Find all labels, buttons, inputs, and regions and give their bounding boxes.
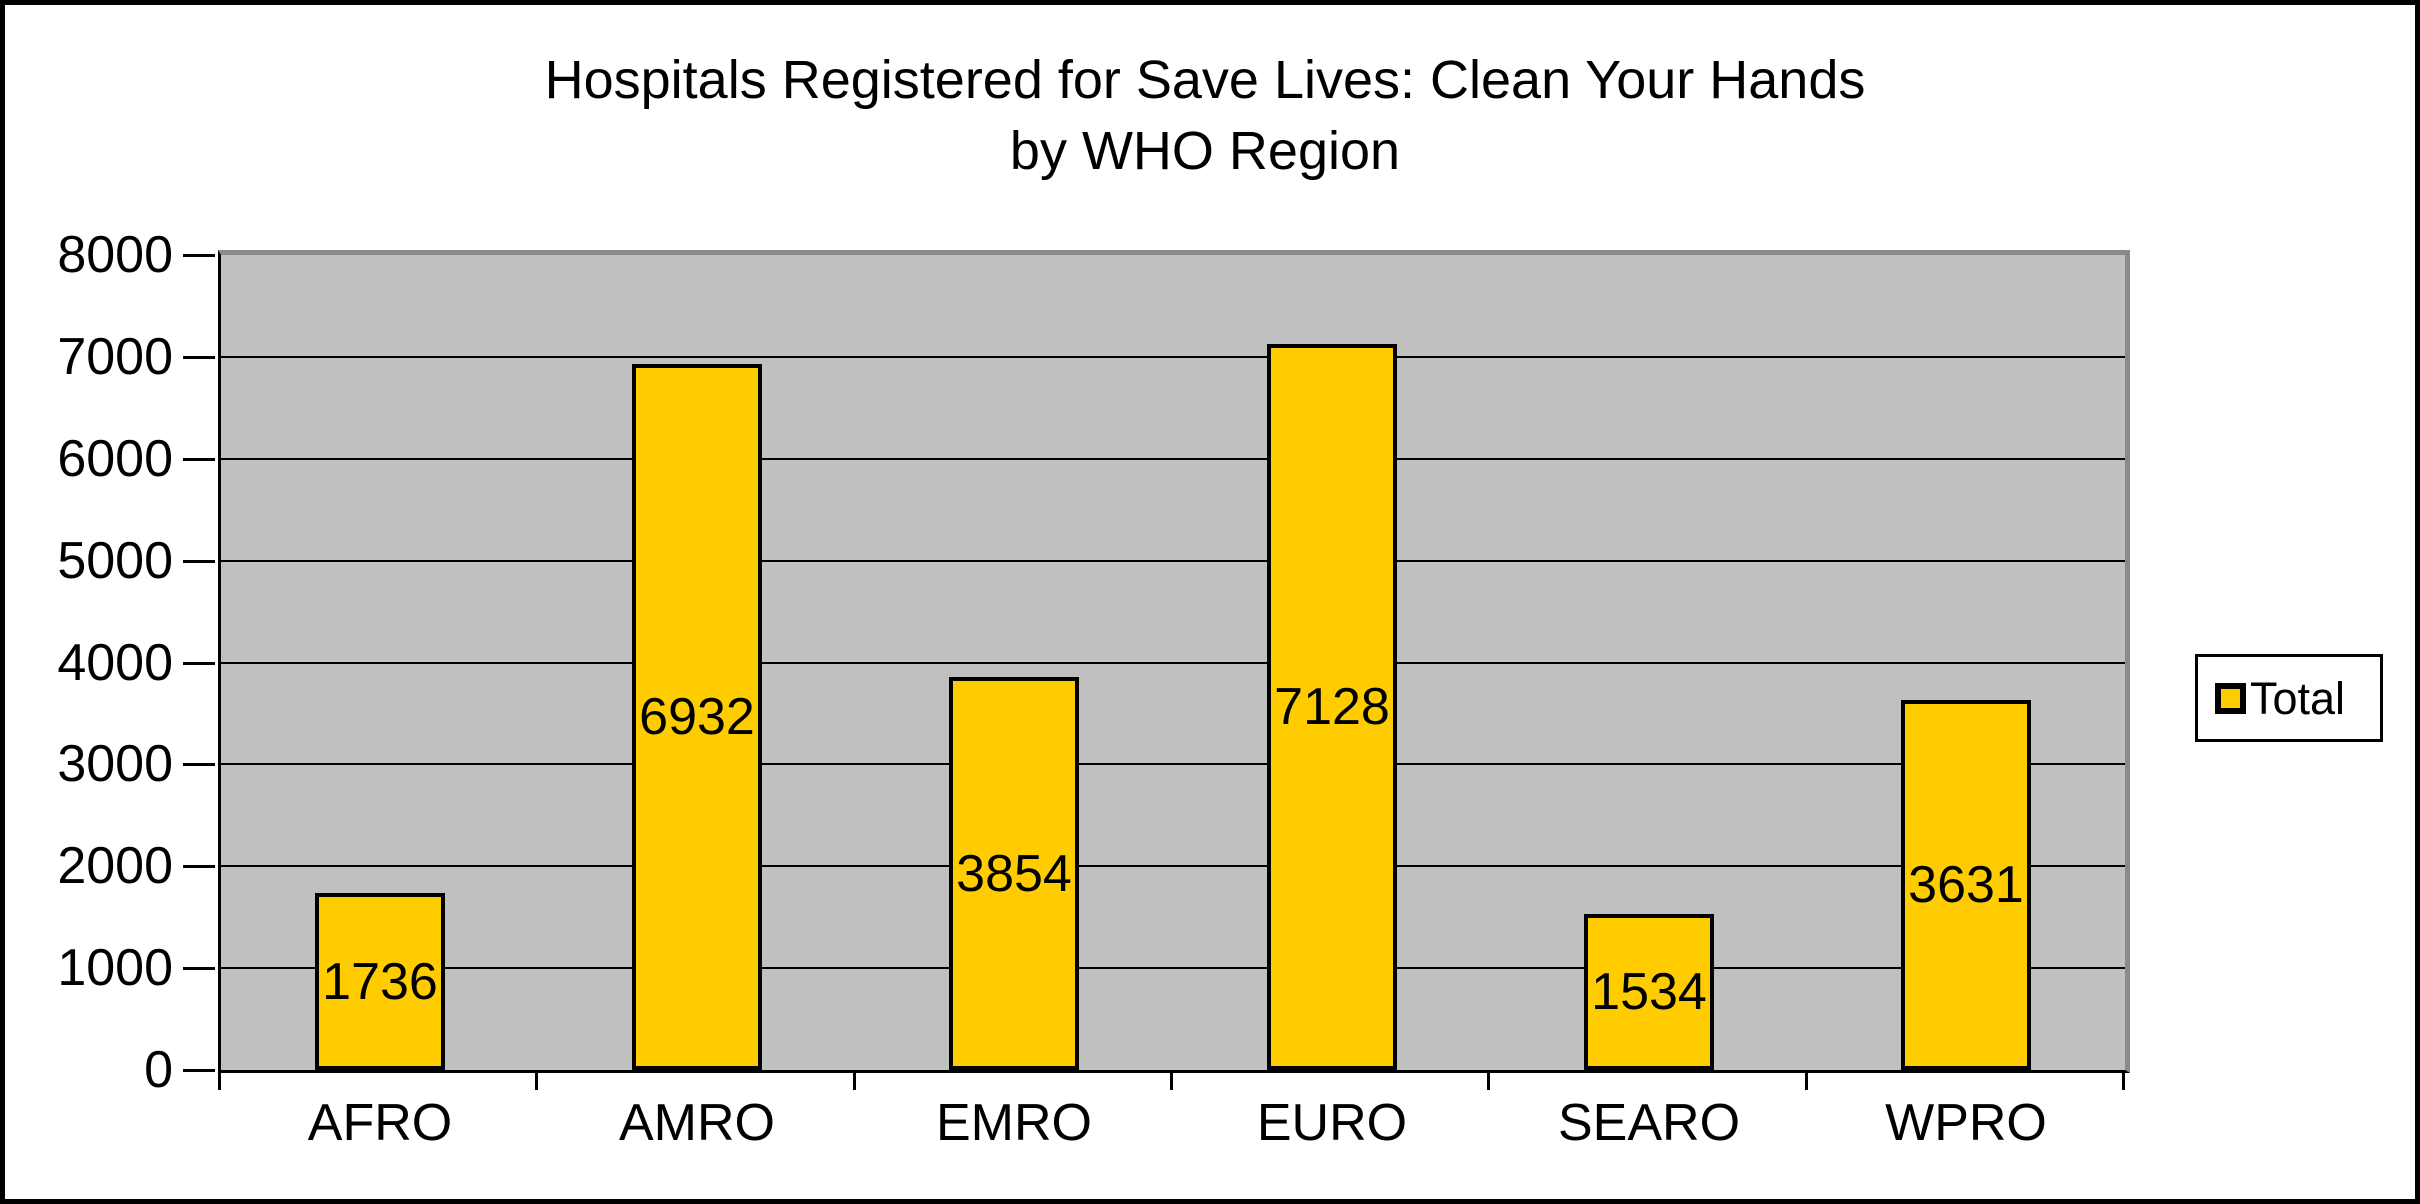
gridline-5000 — [221, 560, 2125, 562]
x-axis-label-amro: AMRO — [619, 1094, 775, 1152]
bar-value-label-searo: 1534 — [1591, 963, 1707, 1021]
y-axis-tick-mark — [183, 967, 215, 970]
y-axis-tick-mark — [183, 254, 215, 257]
bar-value-label-wpro: 3631 — [1908, 856, 2024, 914]
chart-title-line2: by WHO Region — [1009, 121, 1401, 181]
bar-emro: 3854 — [949, 677, 1079, 1070]
legend-series-label: Total — [2250, 672, 2346, 724]
x-axis-label-euro: EURO — [1256, 1094, 1408, 1152]
bar-searo: 1534 — [1584, 914, 1714, 1070]
bar-value-label-emro: 3854 — [956, 844, 1072, 903]
y-axis-tick-mark — [183, 1069, 215, 1072]
x-axis-tick-mark — [853, 1070, 856, 1090]
gridline-2000 — [221, 865, 2125, 867]
x-axis-tick-mark — [2122, 1070, 2125, 1090]
y-axis-tick-mark — [183, 356, 215, 359]
y-axis-label-7000: 7000 — [57, 328, 173, 386]
chart-title-line1: Hospitals Registered for Save Lives: Cle… — [544, 50, 1866, 110]
gridline-3000 — [221, 763, 2125, 765]
chart-title: Hospitals Registered for Save Lives: Cle… — [245, 45, 2165, 187]
y-axis-tick-mark — [183, 560, 215, 563]
y-axis-tick-mark — [183, 763, 215, 766]
gridline-4000 — [221, 662, 2125, 664]
y-axis-tick-mark — [183, 662, 215, 665]
bar-value-label-afro: 1736 — [322, 952, 438, 1011]
x-axis-label-emro: EMRO — [936, 1094, 1092, 1152]
bar-euro: 7128 — [1267, 344, 1397, 1070]
x-axis-tick-mark — [1170, 1070, 1173, 1090]
bar-value-label-amro: 6932 — [639, 688, 755, 746]
y-axis-label-0: 0 — [144, 1041, 173, 1099]
bar-afro: 1736 — [315, 893, 445, 1070]
x-axis-tick-mark — [1487, 1070, 1490, 1090]
y-axis-label-4000: 4000 — [57, 634, 173, 692]
plot-area: 1736 6932 3854 7128 1534 3631 — [218, 250, 2130, 1073]
bar-wpro: 3631 — [1901, 700, 2031, 1070]
x-axis-label-wpro: WPRO — [1885, 1094, 2047, 1152]
x-axis-tick-mark — [535, 1070, 538, 1090]
y-axis-label-2000: 2000 — [57, 837, 173, 895]
bar-amro: 6932 — [632, 364, 762, 1070]
y-axis-label-8000: 8000 — [57, 226, 173, 284]
y-axis-label-1000: 1000 — [57, 939, 173, 997]
bar-value-label-euro: 7128 — [1274, 678, 1390, 736]
x-axis-tick-mark — [1805, 1070, 1808, 1090]
x-axis-label-searo: SEARO — [1557, 1094, 1741, 1152]
gridline-6000 — [221, 458, 2125, 460]
y-axis-label-6000: 6000 — [57, 430, 173, 488]
x-axis-label-afro: AFRO — [307, 1094, 453, 1152]
gridline-1000 — [221, 967, 2125, 969]
y-axis-tick-mark — [183, 865, 215, 868]
legend: Total — [2195, 654, 2383, 742]
legend-series-marker-icon — [2215, 682, 2246, 714]
y-axis-label-3000: 3000 — [57, 735, 173, 793]
y-axis-label-5000: 5000 — [57, 532, 173, 590]
gridline-7000 — [221, 356, 2125, 358]
y-axis-tick-mark — [183, 458, 215, 461]
x-axis-tick-mark — [218, 1070, 221, 1090]
